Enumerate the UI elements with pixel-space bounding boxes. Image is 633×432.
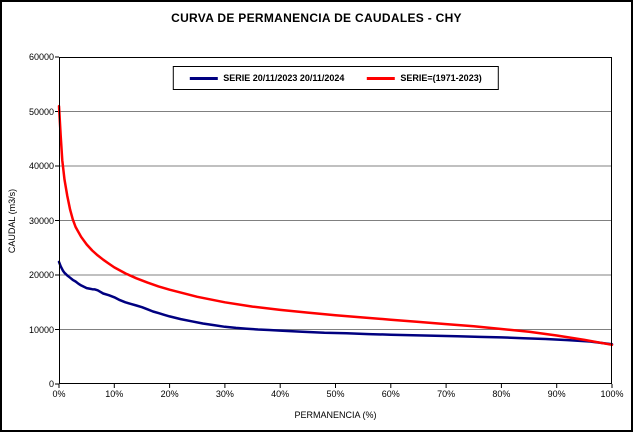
- x-axis-label: PERMANENCIA (%): [294, 410, 377, 420]
- x-tick-label: 10%: [105, 389, 124, 399]
- legend-line-red-icon: [366, 76, 395, 80]
- chart-canvas: [55, 56, 614, 388]
- x-tick-label: 30%: [215, 389, 234, 399]
- y-tick-label: 20000: [28, 270, 54, 280]
- x-tick-label: 0%: [52, 389, 66, 399]
- x-tick-label: 20%: [160, 389, 179, 399]
- x-tick-label: 40%: [271, 389, 290, 399]
- legend: SERIE 20/11/2023 20/11/2024 SERIE=(1971-…: [172, 66, 499, 90]
- y-tick-label: 50000: [28, 106, 54, 117]
- legend-line-navy-icon: [189, 76, 218, 80]
- y-tick-label: 30000: [28, 215, 54, 226]
- y-tick-label: 40000: [28, 161, 54, 171]
- y-tick-label: 0: [48, 379, 54, 389]
- legend-label-serie-2023-2024: SERIE 20/11/2023 20/11/2024: [223, 73, 345, 83]
- x-tick-label: 60%: [381, 389, 400, 399]
- x-tick-label: 100%: [600, 389, 624, 399]
- chart-title: CURVA DE PERMANENCIA DE CAUDALES - CHY: [171, 11, 462, 25]
- plot-area: SERIE 20/11/2023 20/11/2024 SERIE=(1971-…: [55, 56, 614, 388]
- legend-item-serie-2023-2024: SERIE 20/11/2023 20/11/2024: [189, 73, 344, 83]
- y-tick-label: 60000: [28, 52, 54, 62]
- x-tick-label: 70%: [437, 389, 456, 399]
- x-tick-label: 90%: [547, 389, 566, 399]
- x-tick-label: 50%: [326, 389, 345, 399]
- legend-item-serie-1971-2023: SERIE=(1971-2023): [366, 73, 482, 83]
- legend-label-serie-1971-2023: SERIE=(1971-2023): [400, 73, 482, 83]
- y-tick-label: 10000: [28, 324, 54, 335]
- x-tick-label: 80%: [492, 389, 511, 399]
